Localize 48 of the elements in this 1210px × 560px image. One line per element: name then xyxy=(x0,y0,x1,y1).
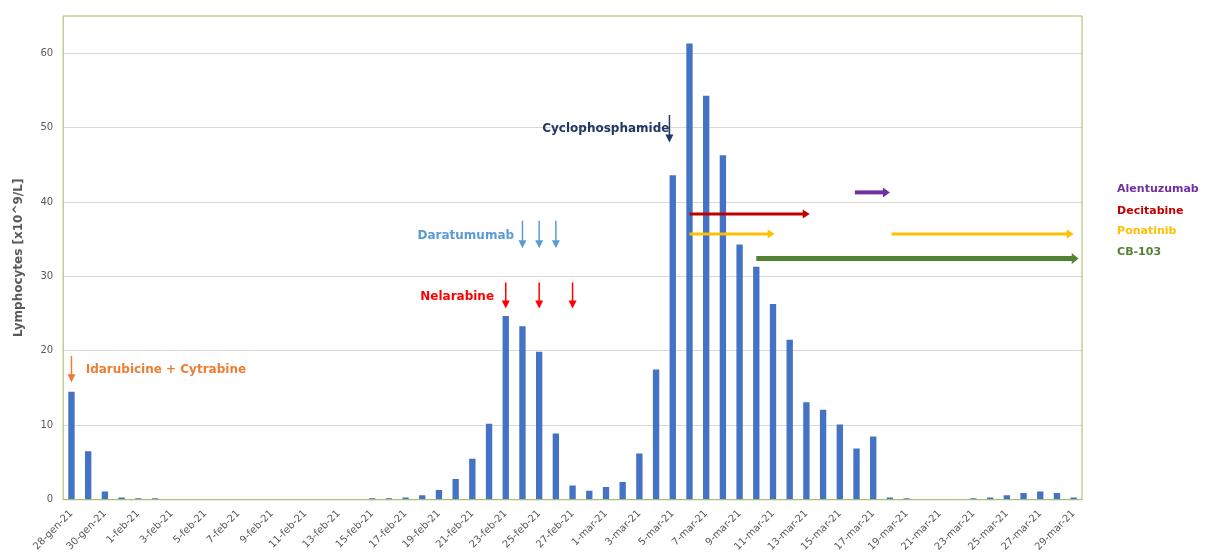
bar xyxy=(519,326,526,500)
bar xyxy=(736,244,743,500)
bar xyxy=(1053,493,1061,500)
y-axis-title: Lymphocytes [x10^9/L] xyxy=(11,178,26,338)
bar xyxy=(1003,495,1011,500)
y-tick-label: 60 xyxy=(40,46,54,58)
annotation: Daratumumab xyxy=(417,227,515,242)
bar xyxy=(452,478,459,500)
bar xyxy=(769,304,777,500)
text: CB-103 xyxy=(1117,244,1162,258)
bar xyxy=(419,495,426,500)
annotation: Nelarabine xyxy=(420,289,495,304)
bar xyxy=(719,155,727,500)
bar xyxy=(703,95,710,500)
bar xyxy=(502,315,509,500)
bar xyxy=(652,369,660,500)
bar xyxy=(836,424,843,500)
bar xyxy=(469,458,476,500)
y-tick-label: 50 xyxy=(40,121,54,133)
bar xyxy=(669,175,676,500)
bar xyxy=(803,402,810,500)
y-tick-label: 10 xyxy=(40,418,54,430)
bar xyxy=(686,43,693,500)
bar xyxy=(1020,493,1027,500)
bar xyxy=(619,481,626,500)
text: Ponatinib xyxy=(1117,223,1177,237)
bar xyxy=(435,490,443,500)
text: Decitabine xyxy=(1117,203,1184,217)
bar xyxy=(68,391,75,500)
bar xyxy=(853,448,860,500)
annotation: Cyclophosphamide xyxy=(542,121,670,136)
bar xyxy=(85,451,92,500)
bar xyxy=(636,453,643,500)
bar xyxy=(602,487,610,500)
text: Alentuzumab xyxy=(1117,181,1199,195)
y-tick-label: 0 xyxy=(46,493,54,505)
bar xyxy=(819,409,827,500)
bar xyxy=(786,339,793,500)
bar xyxy=(535,351,543,500)
bar xyxy=(569,485,576,500)
bar xyxy=(552,433,560,500)
annotation: Idarubicine + Cytrabine xyxy=(85,361,247,376)
y-tick-label: 40 xyxy=(40,195,54,207)
bar xyxy=(870,436,877,500)
y-tick-label: 20 xyxy=(40,344,54,356)
bar xyxy=(753,266,760,500)
bar xyxy=(485,423,493,500)
y-tick-label: 30 xyxy=(40,270,54,282)
